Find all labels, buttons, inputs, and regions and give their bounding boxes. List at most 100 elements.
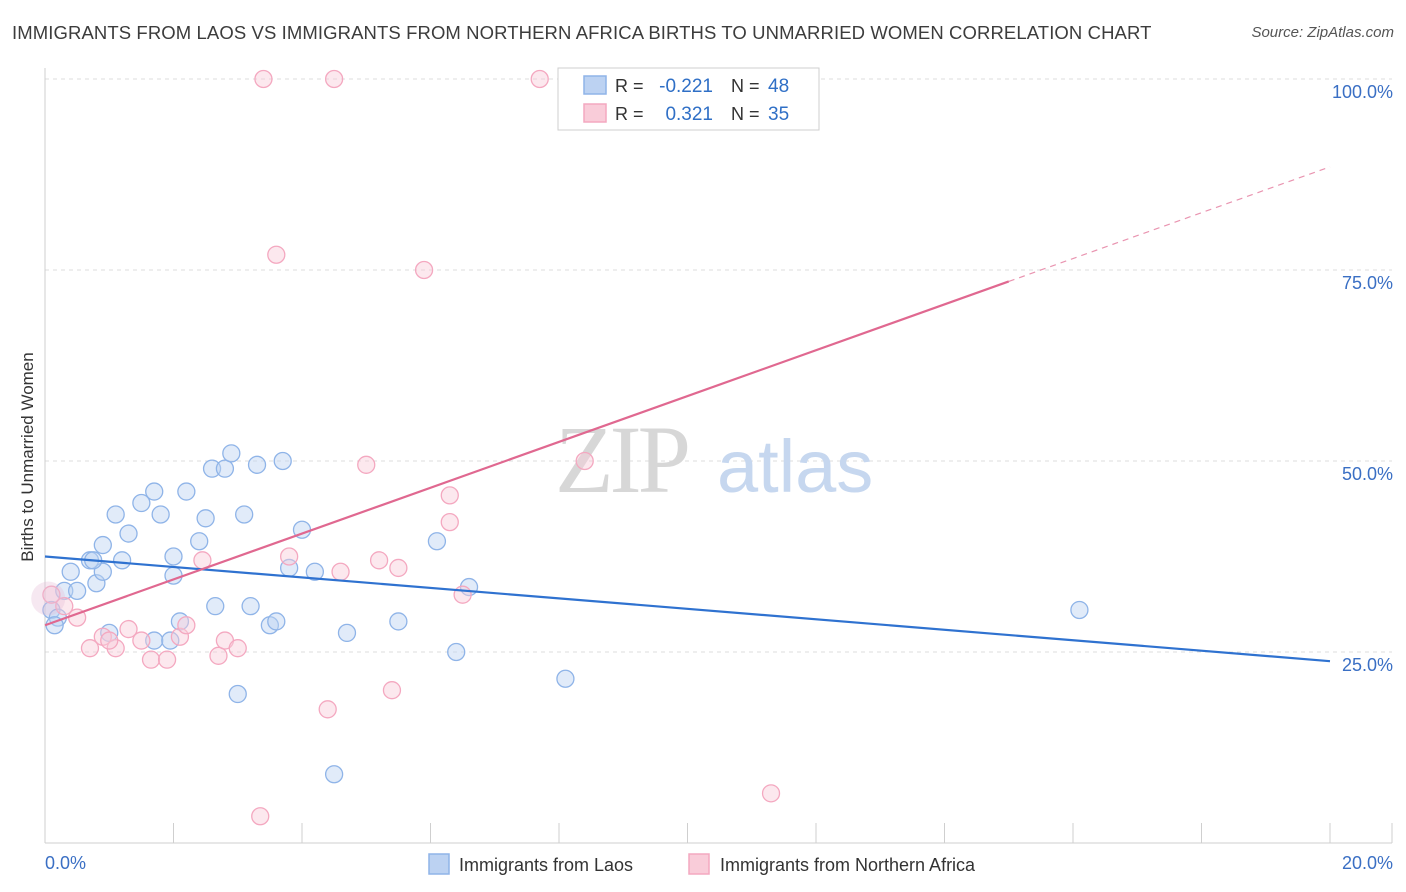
- trend-line-solid-1: [44, 280, 1010, 627]
- nafrica-point-0: [42, 585, 61, 604]
- laos-point-4: [67, 581, 87, 601]
- laos-point-14: [132, 493, 151, 513]
- nafrica-point-8: [141, 650, 161, 669]
- trend-line-dashed-1: [1008, 166, 1331, 283]
- laos-point-6: [87, 574, 106, 593]
- nafrica-point-24: [369, 551, 389, 570]
- laos-point-11: [106, 505, 125, 524]
- legend-r-value-laos: -0.221: [659, 76, 713, 97]
- tick-labels: 25.0% 50.0% 75.0% 100.0% 0.0% 20.0%: [45, 82, 1393, 873]
- nafrica-point-10: [170, 627, 190, 646]
- legend-n-value-nafrica: 35: [768, 104, 789, 125]
- cluster-point: [31, 581, 66, 616]
- laos-point-25: [215, 459, 235, 478]
- laos-point-24: [202, 459, 222, 478]
- laos-point-13: [112, 551, 132, 570]
- nafrica-point-16: [251, 807, 270, 826]
- laos-point-36: [305, 562, 325, 581]
- nafrica-point-34: [100, 631, 119, 650]
- source-label: Source: ZipAtlas.com: [1251, 24, 1394, 41]
- laos-point-18: [164, 547, 183, 566]
- laos-point-45: [161, 631, 180, 650]
- chart-title: IMMIGRANTS FROM LAOS VS IMMIGRANTS FROM …: [12, 22, 1152, 43]
- laos-point-17: [145, 631, 164, 650]
- laos-point-21: [177, 482, 196, 501]
- axes: [44, 68, 1393, 844]
- legend-r-label-laos: R =: [615, 76, 644, 96]
- nafrica-point-28: [440, 486, 459, 505]
- laos-point-26: [222, 444, 241, 463]
- nafrica-point-23: [357, 455, 376, 474]
- laos-point-44: [1070, 600, 1089, 620]
- laos-point-12: [119, 524, 138, 543]
- laos-point-41: [447, 642, 466, 662]
- legend-swatch-nafrica: [583, 103, 607, 123]
- nafrica-point-31: [530, 69, 549, 89]
- laos-point-30: [247, 455, 267, 474]
- nafrica-point-15: [228, 639, 247, 658]
- laos-point-37: [324, 765, 344, 784]
- laos-point-23: [196, 509, 215, 528]
- laos-point-16: [151, 505, 170, 524]
- trend-lines: [44, 166, 1331, 663]
- y-tick-label-75: 75.0%: [1342, 273, 1393, 293]
- laos-point-27: [206, 597, 225, 616]
- bottom-legend-laos: Immigrants from Laos: [459, 855, 633, 875]
- y-tick-label-50: 50.0%: [1342, 464, 1393, 484]
- gridlines: [45, 78, 1392, 653]
- nafrica-point-9: [157, 650, 177, 669]
- nafrica-point-1: [55, 597, 74, 616]
- nafrica-point-22: [331, 562, 350, 581]
- nafrica-point-21: [324, 69, 344, 89]
- laos-point-29: [241, 597, 260, 616]
- nafrica-point-27: [414, 260, 434, 280]
- legend-swatch-laos: [583, 75, 607, 95]
- nafrica-point-20: [318, 700, 337, 719]
- correlation-legend: R = -0.221 N = 48 R = 0.321 N = 35: [557, 67, 820, 131]
- legend-n-label-nafrica: N =: [731, 104, 760, 124]
- nafrica-point-33: [761, 784, 781, 803]
- nafrica-point-32: [575, 451, 594, 471]
- nafrica-point-29: [440, 512, 459, 532]
- laos-point-22: [190, 532, 209, 551]
- watermark-zip: ZIP: [555, 406, 688, 513]
- nafrica-point-13: [209, 646, 228, 665]
- nafrica-point-11: [177, 616, 196, 635]
- y-tick-label-25: 25.0%: [1342, 655, 1393, 675]
- nafrica-point-18: [267, 245, 286, 264]
- nafrica-point-17: [254, 69, 273, 89]
- x-tick-label-20: 20.0%: [1342, 853, 1393, 873]
- nafrica-point-6: [119, 619, 138, 639]
- laos-point-46: [228, 684, 247, 704]
- bottom-legend-nafrica: Immigrants from Northern Africa: [720, 855, 976, 875]
- x-tick-label-0: 0.0%: [45, 853, 86, 873]
- laos-point-40: [427, 532, 447, 551]
- laos-point-33: [273, 451, 292, 471]
- legend-r-label-nafrica: R =: [615, 104, 644, 124]
- nafrica-point-19: [279, 547, 299, 566]
- nafrica-point-26: [389, 558, 408, 578]
- nafrica-point-30: [453, 585, 472, 604]
- laos-point-39: [389, 612, 408, 631]
- y-axis-title: Births to Unmarried Women: [18, 352, 37, 561]
- laos-point-43: [556, 669, 575, 688]
- legend-n-value-laos: 48: [768, 76, 789, 97]
- laos-point-38: [337, 623, 357, 643]
- nafrica-point-3: [80, 639, 100, 658]
- laos-point-9: [93, 535, 112, 555]
- watermark-atlas: atlas: [717, 425, 873, 508]
- bottom-legend: Immigrants from Laos Immigrants from Nor…: [428, 853, 976, 875]
- laos-point-15: [145, 482, 164, 501]
- legend-n-label-laos: N =: [731, 76, 760, 96]
- bottom-legend-swatch-nafrica: [688, 853, 710, 875]
- trend-line-0: [44, 555, 1331, 663]
- y-tick-label-100: 100.0%: [1332, 82, 1393, 102]
- nafrica-point-7: [132, 631, 151, 650]
- legend-r-value-nafrica: 0.321: [665, 104, 713, 125]
- laos-point-3: [61, 562, 80, 581]
- bottom-legend-swatch-laos: [428, 853, 450, 875]
- laos-point-28: [235, 505, 254, 524]
- laos-point-32: [267, 612, 286, 631]
- nafrica-point-25: [382, 681, 402, 700]
